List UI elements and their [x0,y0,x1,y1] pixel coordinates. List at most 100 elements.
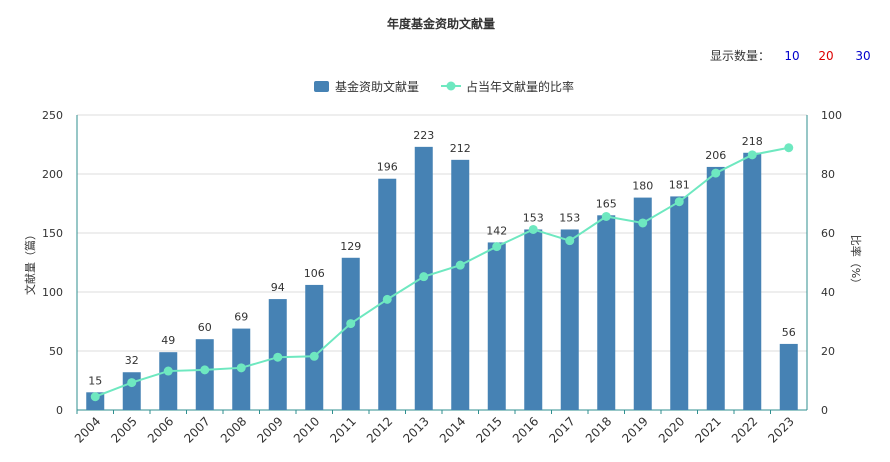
bar-data-label: 69 [234,311,248,324]
y2-tick-label: 0 [821,404,828,417]
ratio-point[interactable] [127,378,137,388]
bar-data-labels: 15 32 49 60 69 94 106 129 196 223 212 142 153 153 165 1… [88,129,796,387]
legend-bar-label: 基金资助文献量 [335,79,419,94]
ratio-point[interactable] [747,150,757,160]
x-tick-label: 2012 [364,414,395,445]
y-tick-label: 50 [49,345,63,358]
x-tick-label: 2020 [656,414,687,445]
bar[interactable] [159,352,178,410]
y2-tick-label: 20 [821,345,835,358]
bar-data-label: 106 [304,267,325,280]
ratio-point[interactable] [784,143,794,153]
x-tick-label: 2023 [765,414,796,445]
ratio-point[interactable] [273,352,283,362]
legend-line-label: 占当年文献量的比率 [466,79,574,94]
y-axis-label: 文献量（篇） [23,229,37,295]
axes [76,115,808,411]
y2-tick-label: 100 [821,109,842,122]
y-axis-ticks: 0 50 100 150 200 250 [42,109,63,417]
x-tick-label: 2019 [619,414,650,445]
x-tick-label: 2015 [473,414,504,445]
x-axis-ticks: 2004 2005 2006 2007 2008 2009 2010 2011 2012 2013… [72,410,797,446]
bar-series [86,146,798,411]
legend-line-marker [446,81,456,91]
bar[interactable] [743,152,762,410]
y2-tick-label: 60 [821,227,835,240]
ratio-point[interactable] [346,319,356,329]
y-tick-label: 0 [56,404,63,417]
bar-data-label: 49 [161,334,175,347]
display-count-option-20[interactable]: 20 [818,49,833,63]
x-tick-label: 2014 [437,414,468,445]
bar[interactable] [487,242,506,410]
x-tick-label: 2006 [145,414,176,445]
ratio-point[interactable] [492,242,502,252]
bar-data-label: 206 [705,149,726,162]
ratio-point[interactable] [382,294,392,304]
ratio-point[interactable] [638,218,648,228]
x-tick-label: 2017 [546,414,577,445]
bar-data-label: 15 [88,374,102,387]
x-tick-label: 2016 [510,414,541,445]
bar-data-label: 94 [271,281,285,294]
bar-data-label: 196 [377,161,398,174]
x-tick-label: 2007 [181,414,212,445]
gridlines [77,114,807,352]
bar-data-label: 60 [198,321,212,334]
bar-data-label: 153 [559,211,580,224]
display-count-label: 显示数量： [710,48,770,63]
ratio-point[interactable] [163,366,173,376]
x-tick-label: 2009 [254,414,285,445]
ratio-point[interactable] [455,260,465,270]
bar[interactable] [633,197,652,410]
ratio-point[interactable] [601,211,611,221]
ratio-point[interactable] [200,365,210,375]
ratio-point[interactable] [309,351,319,361]
bar[interactable] [451,159,470,410]
ratio-point[interactable] [674,197,684,207]
ratio-point[interactable] [90,392,100,402]
ratio-line [94,146,789,398]
y-tick-label: 250 [42,109,63,122]
bar-data-label: 129 [340,240,361,253]
x-tick-label: 2018 [583,414,614,445]
x-tick-label: 2011 [327,414,358,445]
y2-axis-label: 比率（%） [849,235,863,289]
bar[interactable] [524,229,543,410]
y-tick-label: 100 [42,286,63,299]
x-tick-label: 2021 [692,414,723,445]
legend-bar-swatch [314,81,329,92]
bar-data-label: 165 [596,197,617,210]
bar[interactable] [706,166,725,410]
bar[interactable] [195,339,214,410]
legend-item-line[interactable]: 占当年文献量的比率 [441,79,574,94]
bar[interactable] [560,229,579,410]
bar[interactable] [670,196,689,410]
bar-data-label: 153 [523,211,544,224]
ratio-point[interactable] [528,224,538,234]
y2-tick-label: 80 [821,168,835,181]
ratio-point[interactable] [711,168,721,178]
bar[interactable] [378,178,397,410]
line-series [90,143,794,402]
bar-data-label: 181 [669,178,690,191]
bar[interactable] [779,343,798,410]
display-count-option-30[interactable]: 30 [855,49,870,63]
bar[interactable] [597,215,616,410]
bar-data-label: 218 [742,135,763,148]
chart-title: 年度基金资助文献量 [387,16,495,31]
y2-axis-ticks: 0 20 40 60 80 100 [821,109,842,417]
bar-data-label: 142 [486,224,507,237]
bar[interactable] [122,372,141,410]
x-tick-label: 2004 [72,414,103,445]
ratio-point[interactable] [236,363,246,373]
legend-item-bar[interactable]: 基金资助文献量 [314,79,419,94]
ratio-point[interactable] [419,272,429,282]
display-count-option-10[interactable]: 10 [784,49,799,63]
bar[interactable] [341,257,360,410]
x-tick-label: 2013 [400,414,431,445]
bar[interactable] [305,284,324,410]
x-tick-label: 2010 [291,414,322,445]
x-tick-label: 2008 [218,414,249,445]
ratio-point[interactable] [565,236,575,246]
